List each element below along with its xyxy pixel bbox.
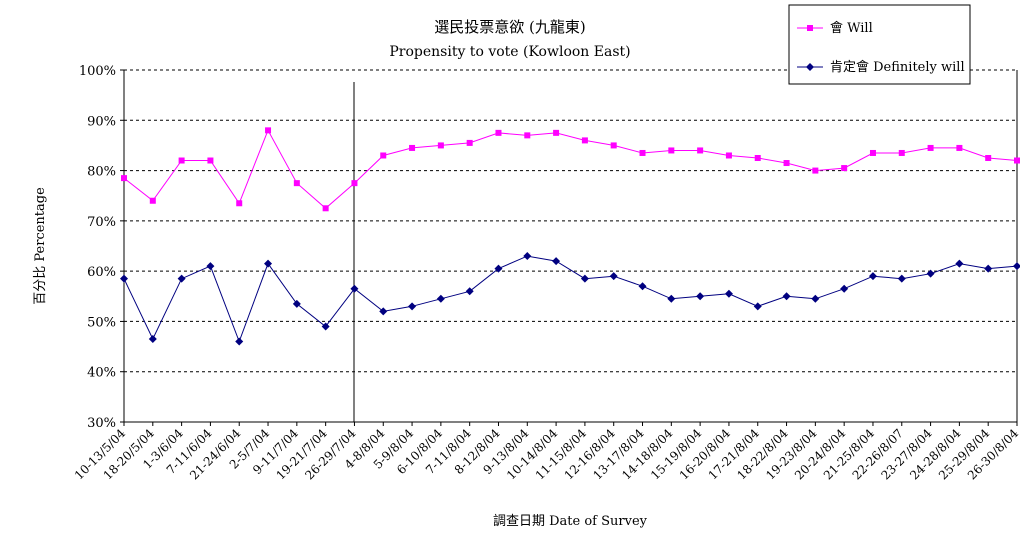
data-point — [869, 149, 876, 156]
data-point — [956, 144, 963, 151]
x-axis-ticks: 10-13/5/0418-20/5/041-3/6/047-11/6/0421-… — [72, 422, 1020, 483]
data-point — [465, 287, 474, 296]
data-point — [178, 157, 185, 164]
y-axis-ticks: 30% 40% 50% 60% 70% 80% 90% 100% — [79, 64, 124, 431]
data-point — [725, 152, 732, 159]
y-tick-label: 60% — [87, 265, 116, 280]
data-point — [177, 274, 186, 283]
y-tick-label: 70% — [87, 215, 116, 230]
data-point — [697, 147, 704, 154]
data-point — [264, 259, 273, 268]
data-point — [898, 149, 905, 156]
data-point — [553, 129, 560, 136]
series-0 — [121, 127, 1020, 212]
data-point — [235, 337, 244, 346]
y-tick-label: 50% — [87, 315, 116, 330]
data-point — [985, 155, 992, 161]
y-tick-label: 90% — [87, 114, 116, 129]
data-point — [667, 294, 676, 303]
series-layer — [120, 127, 1020, 346]
data-point — [524, 132, 531, 139]
data-point — [868, 272, 877, 281]
data-point — [812, 167, 819, 174]
data-point — [638, 282, 647, 291]
data-point — [955, 259, 964, 268]
data-point — [927, 144, 934, 151]
data-point — [437, 142, 444, 149]
data-point — [206, 262, 215, 271]
data-point — [724, 289, 733, 298]
x-axis-label: 調查日期 Date of Survey — [493, 514, 648, 529]
data-point — [581, 137, 588, 144]
data-point — [754, 155, 761, 161]
data-point — [841, 165, 848, 172]
data-point — [321, 322, 330, 331]
legend-marker-definitely — [806, 63, 814, 71]
y-tick-label: 40% — [87, 366, 116, 381]
data-point — [580, 274, 589, 283]
series-line — [123, 129, 1018, 209]
data-point — [811, 294, 820, 303]
data-point — [696, 292, 705, 301]
data-point — [494, 264, 503, 273]
chart-title: 選民投票意欲 (九龍東) — [434, 18, 585, 36]
data-point — [292, 299, 301, 308]
data-point — [782, 292, 791, 301]
data-point — [639, 149, 646, 156]
data-point — [1013, 262, 1020, 271]
legend-label-will: 會 Will — [830, 21, 873, 36]
data-point — [523, 252, 532, 261]
data-point — [610, 142, 617, 149]
data-point — [783, 160, 790, 167]
legend: 會 Will 肯定會 Definitely will — [788, 4, 971, 85]
y-tick-label: 80% — [87, 165, 116, 180]
data-point — [380, 152, 387, 159]
data-point — [351, 180, 358, 187]
legend-marker-will — [807, 25, 813, 31]
data-point — [984, 264, 993, 273]
data-point — [609, 272, 618, 281]
chart-subtitle: Propensity to vote (Kowloon East) — [389, 44, 630, 60]
series-line — [123, 255, 1018, 343]
data-point — [120, 274, 128, 283]
data-point — [121, 175, 127, 182]
legend-label-definitely: 肯定會 Definitely will — [830, 60, 965, 75]
data-point — [495, 129, 502, 136]
data-point — [1014, 157, 1020, 164]
data-point — [926, 269, 935, 278]
data-point — [409, 144, 416, 151]
y-axis-label: 百分比 Percentage — [33, 187, 48, 305]
data-point — [149, 197, 156, 204]
data-point — [408, 302, 417, 311]
data-point — [265, 127, 272, 134]
series-1 — [120, 252, 1020, 346]
data-point — [466, 139, 473, 146]
data-point — [436, 294, 445, 303]
data-point — [207, 157, 214, 164]
y-tick-label: 30% — [87, 416, 116, 431]
data-point — [322, 205, 329, 212]
legend-box — [788, 4, 971, 85]
data-point — [668, 147, 675, 154]
data-point — [350, 284, 359, 293]
data-point — [379, 307, 388, 316]
data-point — [753, 302, 762, 311]
data-point — [236, 200, 243, 207]
data-point — [552, 257, 561, 266]
y-tick-label: 100% — [79, 64, 116, 79]
data-point — [840, 284, 849, 293]
data-point — [897, 274, 906, 283]
gridlines — [124, 69, 1017, 373]
data-point — [293, 180, 300, 187]
data-point — [148, 335, 157, 344]
